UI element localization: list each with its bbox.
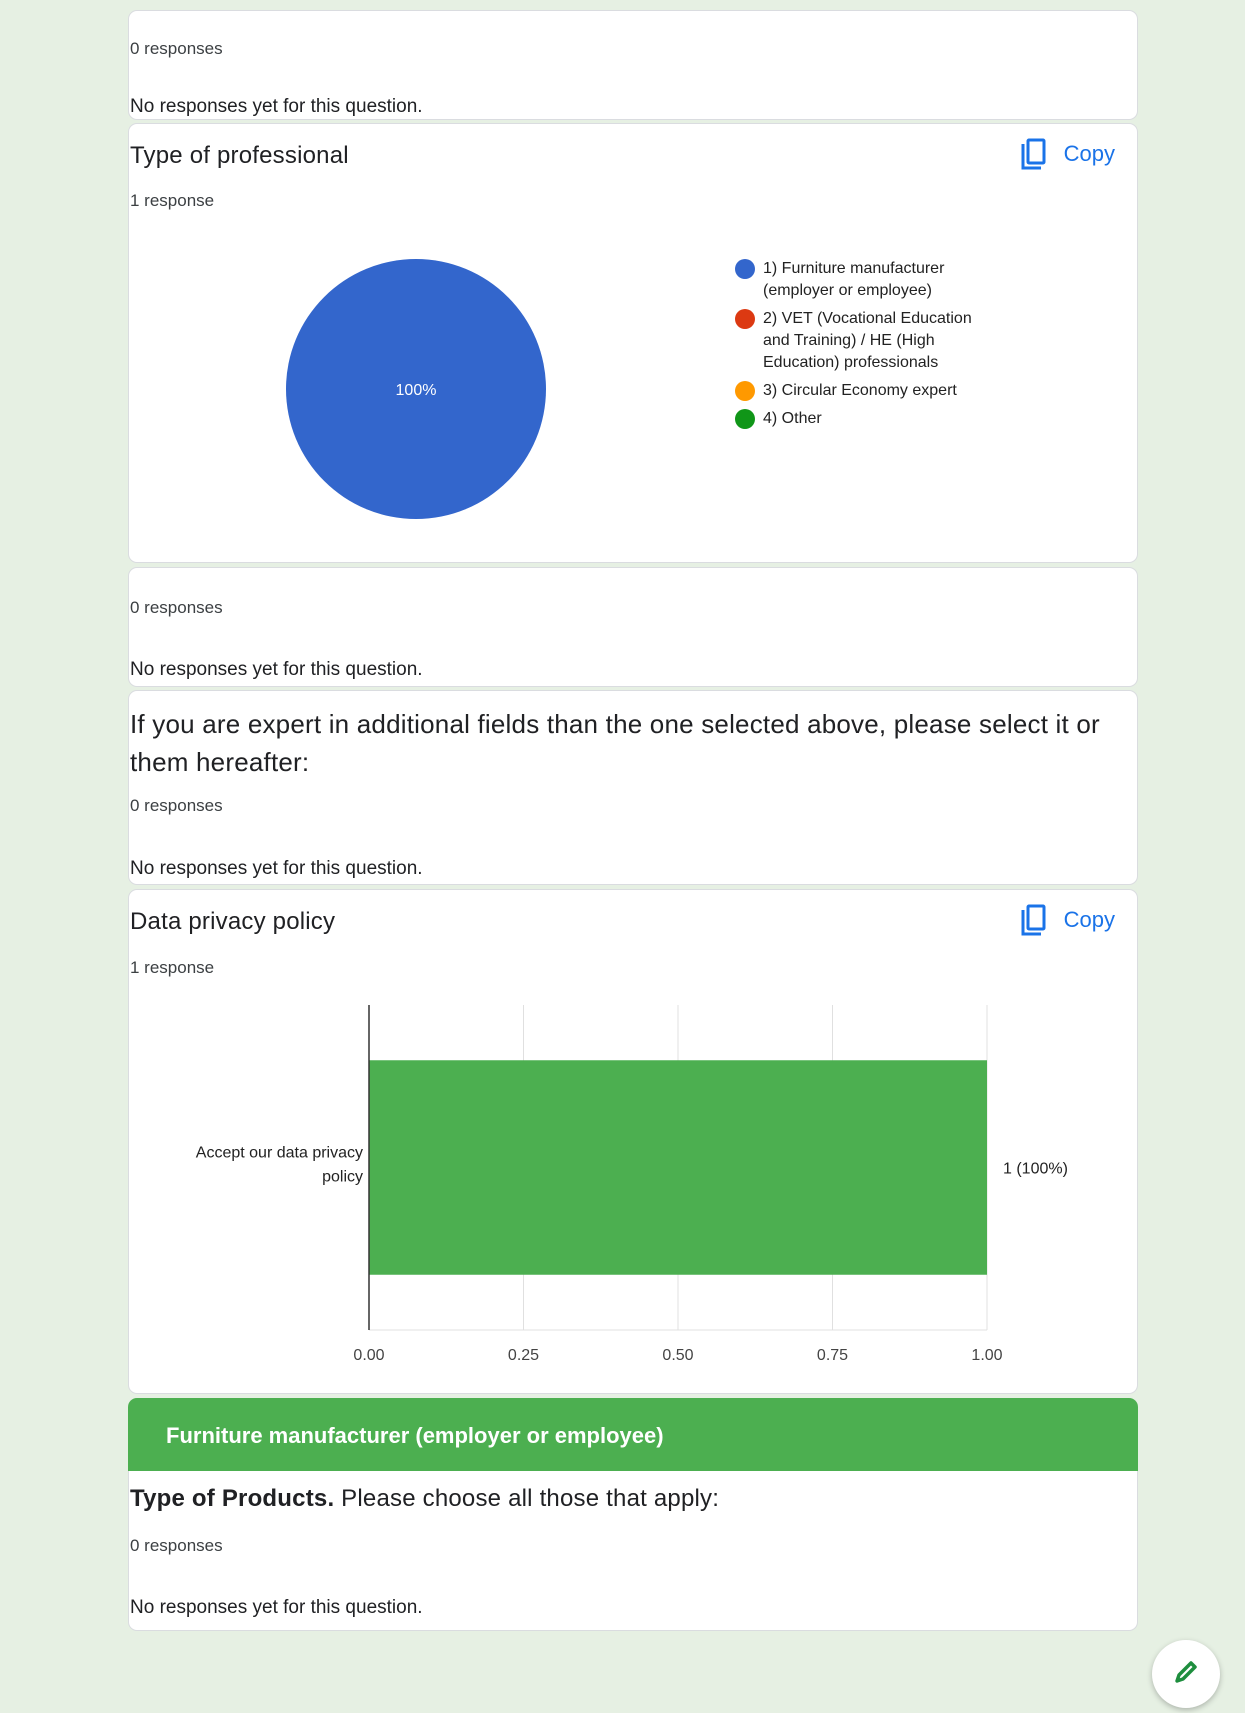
question-card: 0 responses No responses yet for this qu… <box>128 567 1138 687</box>
legend-label: 4) Other <box>763 410 822 427</box>
question-title: Data privacy policy <box>130 908 336 935</box>
pencil-icon <box>1171 1657 1201 1692</box>
legend-swatch <box>735 409 755 429</box>
pie-chart: 100% <box>286 259 546 519</box>
question-title: If you are expert in additional fields t… <box>130 705 1100 781</box>
question-card-data-privacy: Data privacy policy Copy 1 response Acce… <box>128 889 1138 1394</box>
legend-entry: 1) Furniture manufacturer (employer or em… <box>735 258 972 302</box>
response-count: 1 response <box>130 191 215 210</box>
legend-swatch <box>735 309 755 329</box>
legend-swatch <box>735 259 755 279</box>
question-title-bold: Type of Products. <box>130 1485 335 1512</box>
pie-slice-label: 100% <box>396 382 437 399</box>
question-title-rest: Please choose all those that apply: <box>334 1485 720 1512</box>
pie-legend: 1) Furniture manufacturer (employer or em… <box>735 258 972 436</box>
response-count: 0 responses <box>130 1536 223 1555</box>
copy-chart-button[interactable]: Copy <box>1020 904 1115 936</box>
question-card: 0 responses No responses yet for this qu… <box>128 10 1138 120</box>
edit-button[interactable] <box>1152 1640 1220 1708</box>
response-count: 0 responses <box>130 598 223 617</box>
question-title-line: them hereafter: <box>130 747 310 777</box>
no-responses-message: No responses yet for this question. <box>130 96 423 117</box>
no-responses-message: No responses yet for this question. <box>130 858 423 879</box>
question-title: Type of Products. Please choose all thos… <box>130 1485 719 1513</box>
legend-label: 1) Furniture manufacturer (employer or em… <box>763 260 945 299</box>
x-tick-label: 1.00 <box>971 1347 1002 1364</box>
category-label: Accept our data privacy <box>196 1145 363 1162</box>
copy-chart-button[interactable]: Copy <box>1020 138 1115 170</box>
copy-label: Copy <box>1063 907 1115 932</box>
section-header: Furniture manufacturer (employer or empl… <box>128 1398 1138 1473</box>
legend-label: 3) Circular Economy expert <box>763 382 957 399</box>
question-card-additional-fields: If you are expert in additional fields t… <box>128 690 1138 885</box>
no-responses-message: No responses yet for this question. <box>130 659 423 680</box>
bar <box>369 1060 987 1275</box>
x-tick-label: 0.50 <box>662 1347 693 1364</box>
response-count: 0 responses <box>130 796 223 815</box>
copy-label: Copy <box>1063 141 1115 166</box>
question-card-type-of-professional: Type of professional Copy 1 response 100… <box>128 123 1138 563</box>
question-card-type-of-products: Type of Products. Please choose all thos… <box>128 1471 1138 1631</box>
question-title-line: If you are expert in additional fields t… <box>130 709 1100 739</box>
legend-label: 2) VET (Vocational Education and Training… <box>763 310 972 371</box>
legend-swatch <box>735 381 755 401</box>
x-tick-label: 0.75 <box>817 1347 848 1364</box>
response-count: 0 responses <box>130 39 223 58</box>
no-responses-message: No responses yet for this question. <box>130 1597 423 1618</box>
legend-entry: 2) VET (Vocational Education and Training… <box>735 308 972 374</box>
pie-slice <box>286 259 546 519</box>
legend-entry: 3) Circular Economy expert <box>735 380 972 402</box>
bar-chart: Accept our data privacy policy 1 (100%) 0.0… <box>196 1005 1068 1364</box>
copy-icon <box>1020 138 1046 170</box>
copy-icon <box>1020 904 1046 936</box>
response-count: 1 response <box>130 958 215 977</box>
x-tick-label: 0.25 <box>508 1347 539 1364</box>
legend-entry: 4) Other <box>735 408 972 430</box>
category-label: policy <box>322 1169 363 1186</box>
question-title: Type of professional <box>130 142 349 169</box>
x-tick-label: 0.00 <box>353 1347 384 1364</box>
bar-value-label: 1 (100%) <box>1003 1161 1068 1178</box>
